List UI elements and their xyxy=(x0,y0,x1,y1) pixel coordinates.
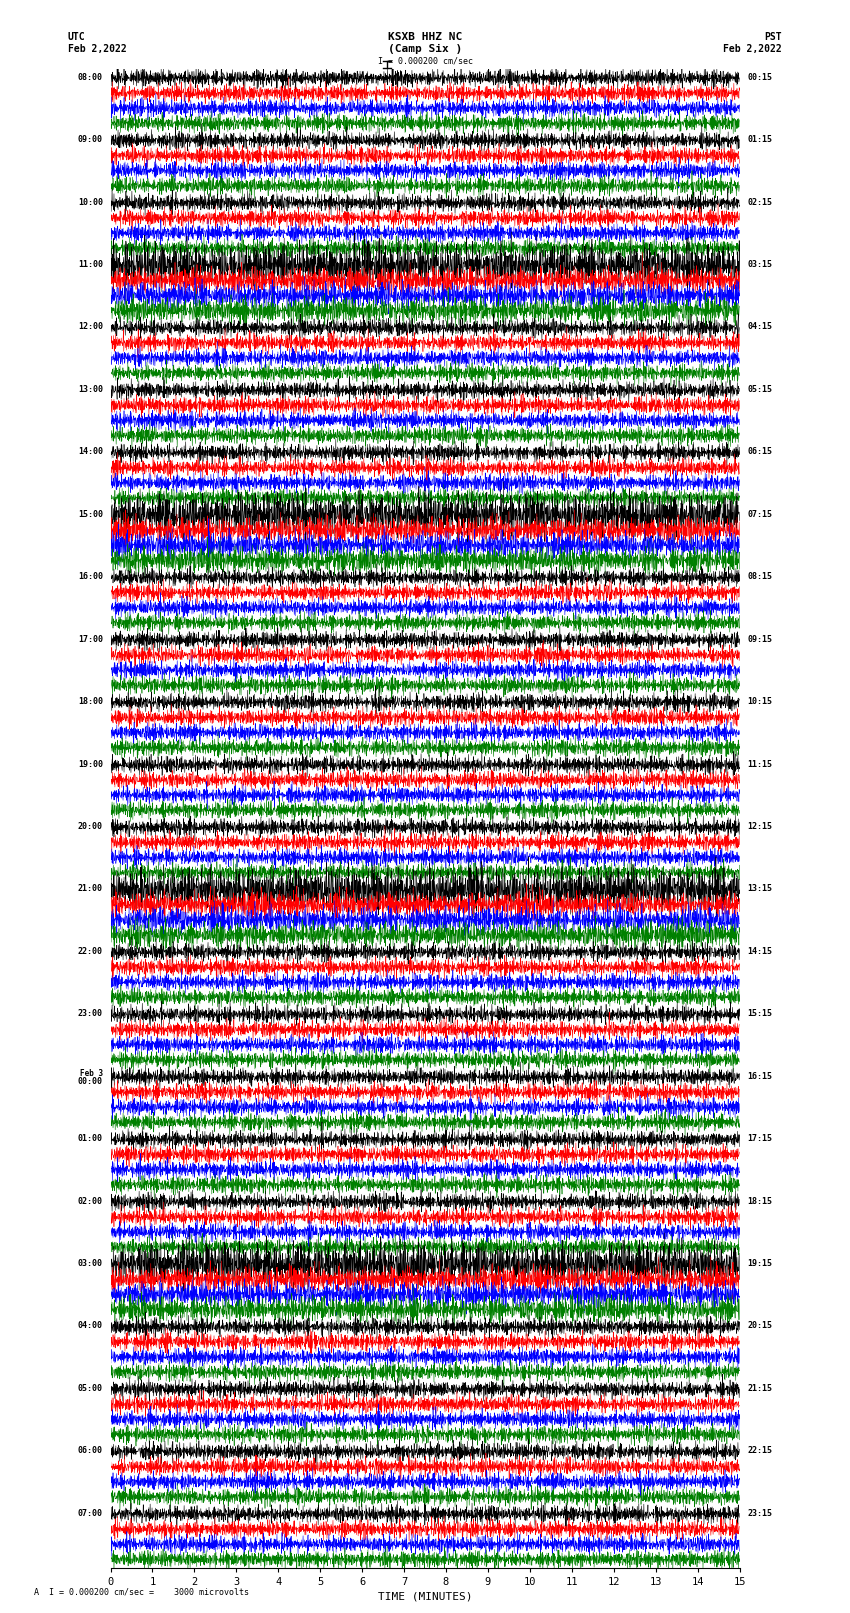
Text: 17:15: 17:15 xyxy=(747,1134,772,1144)
Text: 07:15: 07:15 xyxy=(747,510,772,519)
Text: 16:15: 16:15 xyxy=(747,1071,772,1081)
Text: 04:15: 04:15 xyxy=(747,323,772,332)
Text: 20:15: 20:15 xyxy=(747,1321,772,1331)
Text: 01:00: 01:00 xyxy=(78,1134,103,1144)
Text: 00:15: 00:15 xyxy=(747,73,772,82)
Text: 21:00: 21:00 xyxy=(78,884,103,894)
Text: 01:15: 01:15 xyxy=(747,135,772,144)
Text: 14:15: 14:15 xyxy=(747,947,772,957)
Text: 19:15: 19:15 xyxy=(747,1260,772,1268)
Text: 10:00: 10:00 xyxy=(78,198,103,206)
Text: Feb 2,2022: Feb 2,2022 xyxy=(68,44,127,53)
Text: 10:15: 10:15 xyxy=(747,697,772,706)
Text: 18:00: 18:00 xyxy=(78,697,103,706)
Text: 08:15: 08:15 xyxy=(747,573,772,581)
Text: 22:15: 22:15 xyxy=(747,1447,772,1455)
Text: PST: PST xyxy=(764,32,782,42)
Text: 23:00: 23:00 xyxy=(78,1010,103,1018)
Text: Feb 2,2022: Feb 2,2022 xyxy=(723,44,782,53)
Text: 13:00: 13:00 xyxy=(78,386,103,394)
Text: A  I = 0.000200 cm/sec =    3000 microvolts: A I = 0.000200 cm/sec = 3000 microvolts xyxy=(34,1587,249,1597)
Text: 23:15: 23:15 xyxy=(747,1508,772,1518)
Text: 11:15: 11:15 xyxy=(747,760,772,768)
Text: 02:15: 02:15 xyxy=(747,198,772,206)
Text: I = 0.000200 cm/sec: I = 0.000200 cm/sec xyxy=(377,56,473,66)
Text: 05:00: 05:00 xyxy=(78,1384,103,1394)
Text: 22:00: 22:00 xyxy=(78,947,103,957)
Text: 15:00: 15:00 xyxy=(78,510,103,519)
Text: 17:00: 17:00 xyxy=(78,634,103,644)
Text: 15:15: 15:15 xyxy=(747,1010,772,1018)
Text: 03:15: 03:15 xyxy=(747,260,772,269)
Text: 18:15: 18:15 xyxy=(747,1197,772,1205)
Text: 09:00: 09:00 xyxy=(78,135,103,144)
Text: 12:00: 12:00 xyxy=(78,323,103,332)
Text: 06:00: 06:00 xyxy=(78,1447,103,1455)
Text: 21:15: 21:15 xyxy=(747,1384,772,1394)
Text: 11:00: 11:00 xyxy=(78,260,103,269)
Text: 16:00: 16:00 xyxy=(78,573,103,581)
Text: 07:00: 07:00 xyxy=(78,1508,103,1518)
Text: Feb 3: Feb 3 xyxy=(80,1069,103,1079)
Text: 09:15: 09:15 xyxy=(747,634,772,644)
Text: 03:00: 03:00 xyxy=(78,1260,103,1268)
Text: 12:15: 12:15 xyxy=(747,823,772,831)
Text: 06:15: 06:15 xyxy=(747,447,772,456)
Text: 13:15: 13:15 xyxy=(747,884,772,894)
Text: 14:00: 14:00 xyxy=(78,447,103,456)
Text: (Camp Six ): (Camp Six ) xyxy=(388,44,462,53)
Text: 04:00: 04:00 xyxy=(78,1321,103,1331)
Text: KSXB HHZ NC: KSXB HHZ NC xyxy=(388,32,462,42)
Text: 05:15: 05:15 xyxy=(747,386,772,394)
Text: UTC: UTC xyxy=(68,32,86,42)
Text: 00:00: 00:00 xyxy=(78,1077,103,1086)
Text: 08:00: 08:00 xyxy=(78,73,103,82)
Text: 20:00: 20:00 xyxy=(78,823,103,831)
Text: 19:00: 19:00 xyxy=(78,760,103,768)
Text: 02:00: 02:00 xyxy=(78,1197,103,1205)
X-axis label: TIME (MINUTES): TIME (MINUTES) xyxy=(377,1590,473,1602)
